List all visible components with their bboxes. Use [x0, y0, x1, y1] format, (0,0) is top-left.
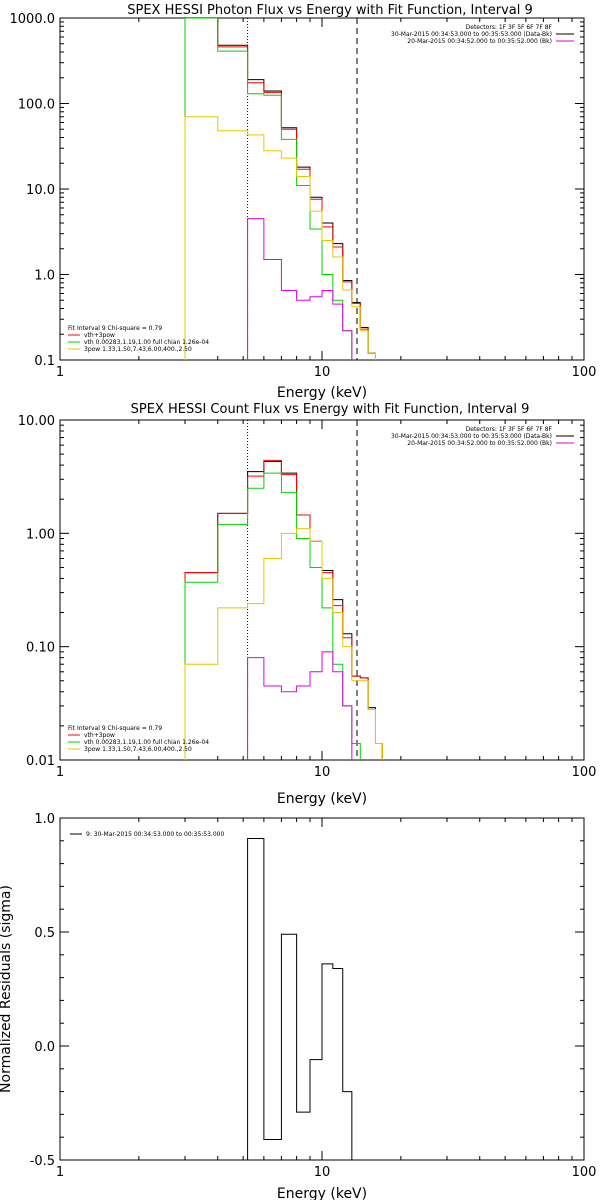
plot-frame — [59, 17, 585, 361]
series-black-histogram — [247, 838, 361, 1160]
y-axis-label: Normalized Residuals (sigma) — [0, 885, 14, 1093]
x-tick-label: 100 — [572, 1165, 597, 1180]
x-tick-label: 10 — [314, 765, 331, 780]
legend-bottom-left-item: vth 0.00283,1.19,1.00 full chian 1.26e-0… — [84, 339, 209, 346]
series-green-histogram — [184, 472, 361, 760]
y-tick-label: 0.10 — [26, 641, 55, 656]
x-axis-label: Energy (keV) — [277, 385, 367, 401]
x-axis-label: Energy (keV) — [277, 1186, 367, 1200]
x-axis-label: Energy (keV) — [277, 791, 367, 807]
series-black-histogram — [184, 461, 383, 760]
panel-2: 1 10 100 10.00 1.00 0.10 0.01 SPEX HESSI Count … — [18, 402, 597, 807]
x-tick-label: 100 — [572, 765, 597, 780]
chart-title: SPEX HESSI Count Flux vs Energy with Fit… — [131, 402, 530, 417]
legend-top-right-item: Detectors: 1F 3F 5F 6F 7F 8F — [466, 24, 553, 31]
x-tick-label: 10 — [314, 1165, 331, 1180]
x-tick-label: 1 — [56, 765, 64, 780]
y-tick-label: 1000.0 — [10, 12, 56, 27]
series-green-histogram — [184, 18, 353, 360]
series-magenta-histogram — [247, 651, 353, 760]
legend-top-right-item: 20-Mar-2015 00:34:52.000 to 00:35:52.000… — [407, 38, 552, 45]
legend-top-right-item: Detectors: 1F 3F 5F 6F 7F 8F — [466, 426, 553, 433]
panel-1: 1 10 100 1000.0 100.0 10.0 1.0 0.1 SPEX HESSI Ph… — [10, 3, 597, 401]
legend-bottom-left-item: vth+3pow — [84, 732, 115, 739]
series-red-histogram — [184, 18, 376, 360]
panel-3: 1 10 100 1.0 0.5 0.0 -0.5 Energy (keV) Normalize… — [0, 812, 596, 1200]
legend-top-right-item: 30-Mar-2015 00:34:53.000 to 00:35:53.000… — [391, 433, 552, 440]
y-tick-label: 0.1 — [34, 354, 55, 369]
data-series-group — [184, 18, 376, 360]
legend-top-right-item: 30-Mar-2015 00:34:53.000 to 00:35:53.000… — [391, 31, 552, 38]
data-series-group — [184, 459, 383, 760]
x-tick-label: 100 — [572, 365, 597, 380]
legend-bottom-left-item: vth 0.00283,1.19,1.00 full chian 1.26e-0… — [84, 739, 209, 746]
y-tick-label: 10.00 — [18, 414, 55, 429]
y-tick-label: 1.0 — [34, 269, 55, 284]
x-tick-label: 1 — [56, 1165, 64, 1180]
y-tick-label: -0.5 — [30, 1154, 55, 1169]
series-yellow-histogram — [184, 528, 383, 760]
series-yellow-histogram — [184, 116, 376, 360]
y-tick-label: 0.01 — [26, 754, 55, 769]
x-tick-label: 10 — [314, 365, 331, 380]
y-tick-label: 1.0 — [34, 812, 55, 827]
y-tick-label: 0.0 — [34, 1040, 55, 1055]
y-tick-label: 0.5 — [34, 926, 55, 941]
series-black-histogram — [184, 18, 376, 360]
legend-top-left-item: 9: 30-Mar-2015 00:34:53.000 to 00:35:53.… — [86, 831, 224, 838]
legend-bottom-left-item: Fit Interval 9 Chi-square = 0.79 — [68, 325, 162, 332]
legend-bottom-left-item: 3pow 1.33,1.50,7.43,6.00,400.,2.50 — [84, 746, 192, 753]
y-tick-label: 10.0 — [26, 183, 55, 198]
y-tick-label: 1.00 — [26, 527, 55, 542]
legend-bottom-left-item: vth+3pow — [84, 332, 115, 339]
chart-title: SPEX HESSI Photon Flux vs Energy with Fi… — [127, 3, 533, 18]
legend-bottom-left-item: Fit Interval 9 Chi-square = 0.79 — [68, 725, 162, 732]
series-magenta-histogram — [247, 218, 353, 360]
data-series-group — [247, 838, 361, 1160]
x-tick-label: 1 — [56, 365, 64, 380]
legend-top-right-item: 20-Mar-2015 00:34:52.000 to 00:35:52.000… — [407, 440, 552, 447]
y-tick-label: 100.0 — [18, 98, 55, 113]
series-red-histogram — [184, 459, 383, 760]
legend-bottom-left-item: 3pow 1.33,1.50,7.43,6.00,400.,2.50 — [84, 346, 192, 353]
